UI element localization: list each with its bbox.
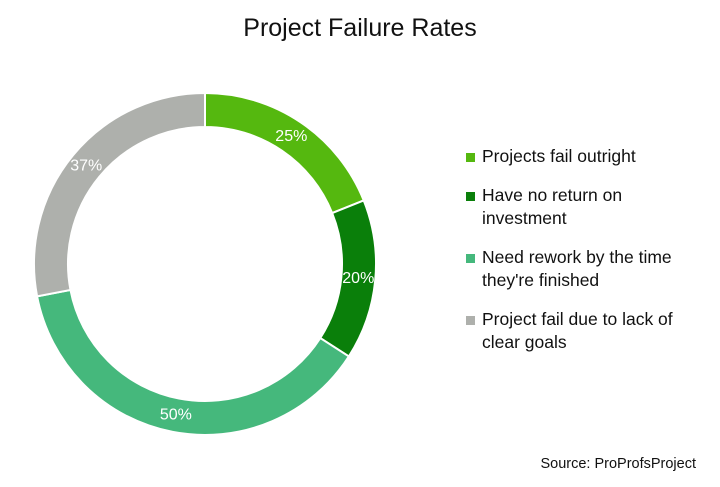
legend-label: Have no return on investment [482,185,623,228]
legend-item: Have no return on investment [466,184,711,230]
donut-slice [33,91,206,298]
donut-slice [204,91,366,215]
legend-swatch [466,316,475,325]
slice-data-label: 50% [160,407,192,424]
legend-item: Project fail due to lack of clear goals [466,308,711,354]
slice-data-label: 37% [70,157,102,174]
legend-item: Projects fail outright [466,145,711,168]
legend-swatch [466,192,475,201]
legend-label: Need rework by the time they're finished [482,247,672,290]
legend-label: Project fail due to lack of clear goals [482,309,673,352]
legend-item: Need rework by the time they're finished [466,246,711,292]
chart-title: Project Failure Rates [243,14,477,42]
slice-data-label: 20% [342,270,374,287]
slice-data-label: 25% [275,128,307,145]
legend-swatch [466,254,475,263]
legend-label: Projects fail outright [482,146,636,166]
source-note: Source: ProProfsProject [540,456,696,472]
donut-slice [35,288,351,436]
legend: Projects fail outright Have no return on… [466,145,711,370]
legend-swatch [466,153,475,162]
